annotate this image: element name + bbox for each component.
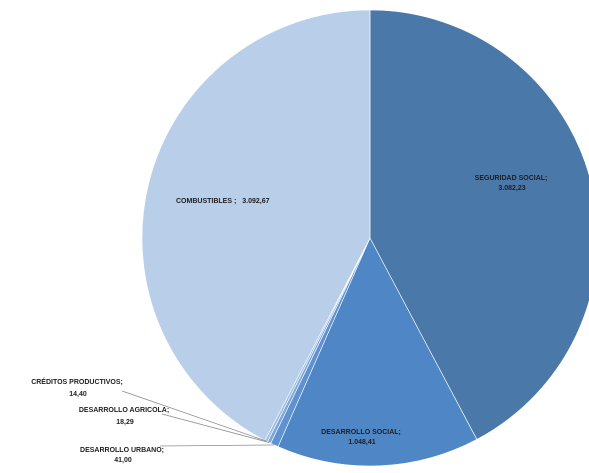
- label-desarrollo-agricola-name: DESARROLLO AGRICOLA;: [79, 407, 169, 414]
- pie-slices: [141, 9, 589, 467]
- slice-labels: SEGURIDAD SOCIAL; 3.082,23 COMBUSTIBLES …: [31, 175, 550, 464]
- label-combustibles: COMBUSTIBLES ; 3.092,67: [176, 198, 270, 205]
- leader-line-creditos-productivos: [121, 390, 267, 442]
- label-desarrollo-social: DESARROLLO SOCIAL; 1.048,41: [321, 429, 403, 446]
- label-desarrollo-agricola-value: 18,29: [116, 419, 134, 426]
- label-seguridad-social: SEGURIDAD SOCIAL; 3.082,23: [475, 175, 550, 192]
- label-seguridad-social-value: 3.082,23: [498, 185, 525, 192]
- leader-lines: [121, 390, 275, 447]
- pie-slice-desarrollo-social: [277, 237, 478, 467]
- label-creditos-productivos-value: 14,40: [69, 391, 87, 398]
- label-desarrollo-urbano: DESARROLLO URBANO; 41,00: [80, 447, 166, 464]
- label-combustibles-value: 3.092,67: [242, 198, 269, 205]
- leader-line-desarrollo-urbano: [159, 444, 275, 447]
- pie-slice-combustibles: [141, 9, 371, 441]
- pie-slice-seguridad-social: [369, 9, 589, 440]
- label-desarrollo-social-value: 1.048,41: [348, 439, 375, 446]
- leader-line-desarrollo-agricola: [161, 413, 270, 443]
- label-desarrollo-agricola: DESARROLLO AGRICOLA; 18,29: [79, 407, 171, 426]
- label-creditos-productivos-name: CRÉDITOS PRODUCTIVOS;: [31, 377, 123, 386]
- label-desarrollo-urbano-value: 41,00: [114, 457, 132, 464]
- label-creditos-productivos: CRÉDITOS PRODUCTIVOS; 14,40: [31, 377, 125, 398]
- label-seguridad-social-name: SEGURIDAD SOCIAL;: [475, 175, 548, 182]
- label-desarrollo-social-name: DESARROLLO SOCIAL;: [321, 429, 401, 436]
- label-desarrollo-urbano-name: DESARROLLO URBANO;: [80, 447, 164, 454]
- label-combustibles-name: COMBUSTIBLES ;: [176, 198, 236, 205]
